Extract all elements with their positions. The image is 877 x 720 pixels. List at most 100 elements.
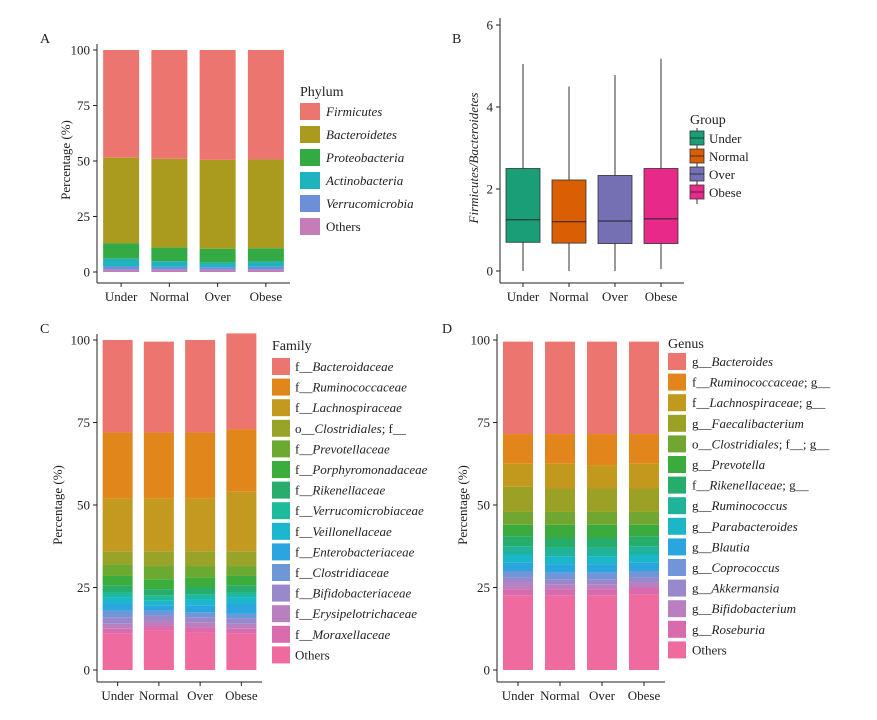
- panel-d-y-tick-label: 50: [477, 498, 490, 513]
- legend-swatch: [272, 564, 290, 581]
- bar-segment: [629, 571, 659, 578]
- legend-label: f__Rikenellaceae; g__: [692, 478, 809, 493]
- legend-swatch: [668, 456, 686, 473]
- bar-segment: [629, 434, 659, 464]
- legend-label: Over: [709, 167, 736, 182]
- bar-segment: [503, 546, 533, 555]
- bar-segment: [629, 511, 659, 525]
- bar-segment: [199, 50, 236, 160]
- bar-segment: [143, 610, 174, 616]
- bar-segment: [629, 554, 659, 563]
- legend-swatch: [272, 502, 290, 520]
- bar-segment: [503, 571, 533, 578]
- panel-c-legend: f__Bacteroidaceae f__Ruminococcaceae f__La…: [272, 358, 428, 664]
- bar-segment: [185, 577, 216, 588]
- bar-segment: [503, 511, 533, 525]
- bar-segment: [102, 617, 133, 624]
- bar-segment: [629, 463, 659, 489]
- bar-segment: [143, 595, 174, 601]
- legend-swatch: [668, 394, 686, 412]
- panel-a-y-tick-label: 50: [77, 154, 90, 169]
- bar-segment: [545, 556, 575, 565]
- bar-segment: [226, 597, 257, 604]
- bar-segment: [103, 258, 140, 267]
- bar-segment: [185, 617, 216, 623]
- legend-swatch: [300, 149, 320, 166]
- bar-segment: [629, 587, 659, 595]
- panel-d: D 0 25 50 75 100 Under Normal Over Obese Percent…: [442, 322, 831, 703]
- bar-segment: [587, 589, 617, 596]
- bar-segment: [151, 158, 188, 248]
- panel-b-letter: B: [452, 32, 461, 47]
- panel-b-y-axis-label: Firmicutes/Bacteroidetes: [466, 93, 481, 225]
- legend-swatch: [300, 218, 320, 235]
- bar-segment: [185, 498, 216, 552]
- panel-b-y-tick-label: 2: [487, 182, 494, 197]
- bar-segment: [545, 463, 575, 489]
- bar-segment: [102, 564, 133, 576]
- bar-segment: [503, 536, 533, 547]
- legend-label: f__Verrucomicrobiaceae: [295, 503, 424, 518]
- bar-segment: [102, 628, 133, 634]
- bar-segment: [226, 551, 257, 567]
- bar-segment: [151, 266, 188, 270]
- bar-segment: [587, 584, 617, 590]
- legend-label: f__Porphyromonadaceae: [295, 462, 428, 477]
- legend-label: f__Moraxellaceae: [295, 627, 391, 642]
- panel-a-y-tick-label: 75: [77, 98, 90, 113]
- legend-swatch: [272, 605, 290, 623]
- bar-segment: [587, 556, 617, 565]
- legend-label: g__Faecalibacterium: [692, 416, 804, 431]
- bar-segment: [587, 572, 617, 580]
- bar-segment: [629, 546, 659, 555]
- legend-label: f__Lachnospiraceae: [295, 400, 402, 415]
- panel-a-y-tick-label: 100: [71, 43, 91, 58]
- bar-segment: [226, 633, 257, 670]
- legend-label: Obese: [709, 185, 742, 200]
- legend-swatch: [668, 353, 686, 370]
- bar-segment: [545, 564, 575, 573]
- legend-label: f__Clostridiaceae: [295, 565, 389, 580]
- panel-b-plot: 0 2 4 6 Under Normal Over Obese: [487, 18, 684, 304]
- legend-label: Others: [295, 647, 330, 662]
- panel-b-x-tick-label: Over: [602, 289, 629, 304]
- bar-segment: [185, 612, 216, 618]
- panel-c-plot: 0 25 50 75 100 Under Normal Over Obese: [71, 333, 262, 703]
- panel-c-x-tick-label: Under: [101, 688, 134, 703]
- bar-segment: [503, 486, 533, 512]
- bar-segment: [143, 498, 174, 552]
- panel-a-y-axis-label: Percentage (%): [58, 120, 73, 200]
- legend-swatch: [668, 373, 686, 391]
- bar-segment: [503, 595, 533, 670]
- bar-segment: [102, 623, 133, 629]
- panel-a-x-tick-label: Obese: [250, 289, 283, 304]
- bar-segment: [247, 248, 284, 262]
- legend-label: f__Rikenellaceae: [295, 483, 385, 498]
- bar-segment: [185, 622, 216, 628]
- bar-segment: [185, 340, 216, 433]
- panel-c-x-tick-label: Obese: [225, 688, 258, 703]
- bar-segment: [545, 595, 575, 670]
- bar-segment: [226, 575, 257, 586]
- bar-segment: [629, 562, 659, 571]
- panel-b-legend: Under Normal Over Obese: [689, 128, 749, 204]
- panel-b-x-tick-label: Under: [507, 289, 540, 304]
- bar-segment: [103, 266, 140, 270]
- bar-segment: [587, 511, 617, 525]
- bar-segment: [102, 432, 133, 499]
- panel-c-y-tick-label: 25: [77, 580, 90, 595]
- legend-swatch: [272, 625, 290, 643]
- bar-segment: [102, 340, 133, 433]
- panel-c: C 0 25 50 75 100 Under Normal Over Obese Percent…: [40, 322, 428, 703]
- panel-d-y-tick-label: 100: [471, 333, 491, 348]
- legend-label: f__Bifidobacteriaceae: [295, 586, 411, 601]
- bar-segment: [503, 589, 533, 596]
- panel-d-y-axis-label: Percentage (%): [455, 465, 470, 545]
- bar-segment: [103, 50, 140, 158]
- panel-c-letter: C: [40, 322, 49, 337]
- bar-segment: [143, 630, 174, 670]
- legend-swatch: [668, 559, 686, 576]
- bar-segment: [143, 551, 174, 567]
- panel-b-y-tick-label: 4: [487, 100, 494, 115]
